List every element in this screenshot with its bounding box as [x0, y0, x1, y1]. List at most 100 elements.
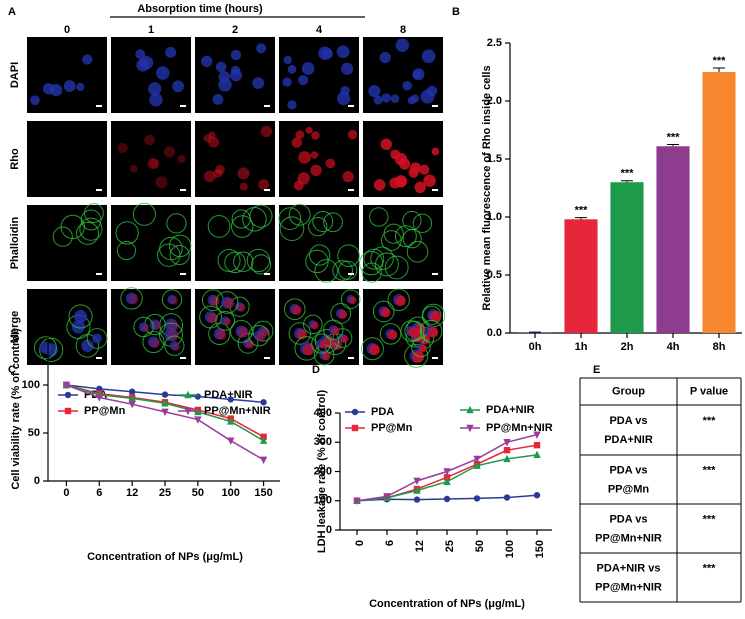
rho-signal	[258, 179, 270, 191]
marker	[473, 455, 481, 464]
scale-bar	[432, 357, 438, 359]
x-tick-label: 50	[474, 540, 486, 552]
actin-ring	[314, 259, 339, 283]
column-label: 2	[232, 24, 238, 36]
rho-signal	[373, 179, 386, 191]
rho-signal	[177, 154, 186, 164]
micrograph	[279, 121, 359, 197]
marker	[533, 491, 541, 499]
nucleus	[256, 43, 267, 54]
marker	[353, 497, 361, 505]
bar	[564, 219, 598, 333]
nucleus	[149, 92, 163, 107]
rho-signal	[150, 338, 161, 349]
table-cell: PDA vs	[609, 513, 647, 525]
x-axis-label: Concentration of NPs (μg/mL)	[87, 551, 243, 563]
marker	[473, 461, 481, 469]
rho-signal	[310, 151, 319, 159]
rho-signal	[155, 176, 168, 189]
nucleus	[125, 292, 138, 305]
nucleus	[30, 95, 40, 106]
actin-ring	[79, 217, 103, 241]
x-tick-label: 4h	[667, 341, 680, 353]
nucleus	[172, 80, 185, 93]
nucleus	[169, 341, 180, 351]
rho-signal	[203, 170, 216, 183]
panel-label: C	[8, 364, 16, 376]
legend-label: PP@Mn+NIR	[204, 405, 271, 417]
nucleus	[165, 46, 177, 58]
legend-label: PP@Mn	[84, 405, 126, 417]
rho-signal	[342, 170, 354, 183]
significance-label: ***	[575, 204, 589, 216]
table-cell: PDA+NIR	[604, 434, 653, 446]
rho-signal	[347, 129, 358, 140]
rho-signal	[237, 167, 250, 180]
rho-signal	[147, 157, 159, 170]
actin-ring	[288, 203, 311, 226]
x-tick-label: 25	[444, 540, 456, 552]
actin-ring	[115, 221, 139, 245]
y-tick-label: 100	[22, 379, 40, 391]
table-cell: PDA+NIR vs	[597, 562, 661, 574]
x-axis-label: Concentration of NPs (μg/mL)	[369, 598, 525, 610]
x-tick-label: 0h	[529, 341, 542, 353]
table-cell: PP@Mn+NIR	[595, 532, 662, 544]
actin-ring	[157, 243, 181, 267]
bar	[656, 146, 690, 333]
scale-bar	[432, 189, 438, 191]
rho-signal	[387, 330, 398, 340]
rho-signal	[319, 340, 328, 349]
nucleus	[76, 82, 85, 92]
rho-signal	[223, 317, 232, 326]
actin-ring	[372, 300, 395, 323]
actin-ring	[120, 287, 143, 310]
actin-ring	[279, 216, 305, 242]
actin-ring	[84, 203, 104, 223]
marker	[413, 477, 421, 486]
bar	[702, 72, 736, 333]
rho-signal	[431, 147, 440, 156]
legend-label: PDA+NIR	[204, 389, 253, 401]
actin-ring	[242, 207, 267, 232]
actin-ring	[116, 241, 137, 261]
marker	[466, 405, 474, 414]
x-tick-label: 12	[414, 540, 426, 552]
panel-label: A	[8, 6, 16, 18]
actin-ring	[80, 209, 102, 231]
actin-ring	[404, 343, 429, 368]
marker	[466, 424, 474, 433]
nucleus	[336, 45, 350, 59]
nucleus	[301, 62, 315, 75]
actin-ring	[52, 226, 73, 247]
nucleus	[282, 77, 292, 87]
scale-bar	[348, 105, 354, 107]
actin-ring	[402, 229, 422, 249]
actin-ring	[76, 221, 100, 245]
rho-signal	[144, 134, 155, 146]
rho-signal	[210, 296, 220, 307]
rho-signal	[256, 331, 266, 342]
table-cell: ***	[703, 513, 717, 525]
actin-ring	[252, 320, 274, 342]
micrograph	[27, 37, 107, 113]
marker	[64, 407, 72, 415]
x-tick-label: 150	[534, 540, 546, 558]
y-tick-label: 2.5	[487, 37, 502, 49]
actin-ring	[278, 207, 302, 230]
nucleus	[318, 46, 332, 61]
rho-signal	[128, 294, 139, 305]
marker	[62, 381, 71, 390]
x-tick-label: 8h	[713, 341, 726, 353]
rho-signal	[340, 335, 349, 343]
actin-ring	[132, 202, 157, 226]
actin-ring	[406, 241, 429, 263]
y-tick-label: 1.0	[487, 211, 502, 223]
rho-signal	[298, 151, 311, 164]
marker	[161, 408, 169, 417]
rho-signal	[302, 343, 315, 356]
marker	[161, 399, 169, 407]
x-tick-label: 2h	[621, 341, 634, 353]
column-label: 4	[316, 24, 323, 36]
